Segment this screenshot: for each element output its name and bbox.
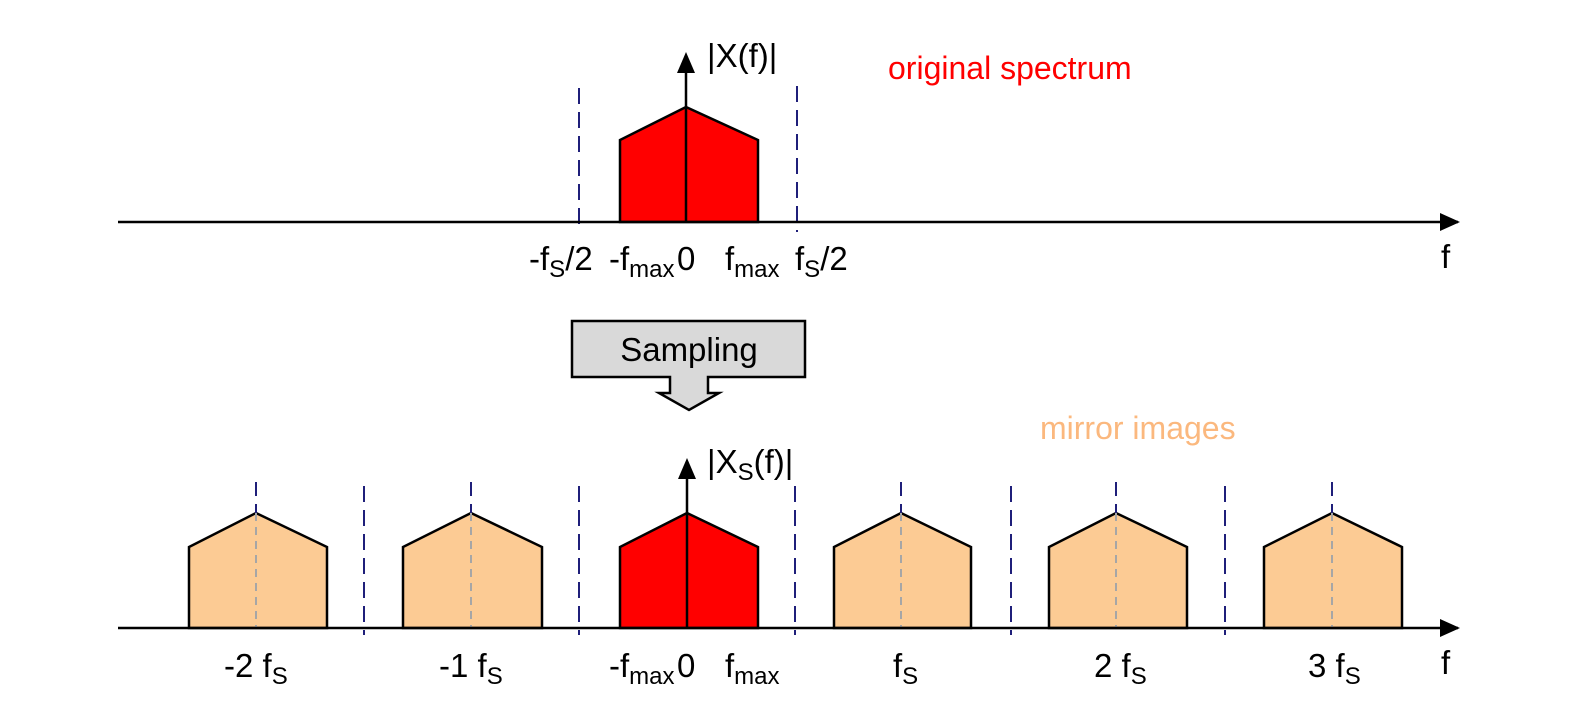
tick-neg-fmax-bottom: -fmax — [609, 647, 675, 690]
bottom-y-axis-label: |XS(f)| — [707, 443, 793, 486]
mirror-image-p2 — [1047, 511, 1189, 630]
bottom-y-axis-arrowhead — [678, 458, 696, 479]
top-x-axis-label: f — [1441, 238, 1451, 275]
top-y-axis-arrowhead — [677, 52, 695, 73]
tick-m1-fs: -1 fS — [439, 647, 503, 690]
tick-zero-bottom: 0 — [677, 647, 695, 684]
top-x-axis-arrowhead — [1440, 213, 1460, 231]
sampling-arrow-shape — [570, 319, 807, 412]
tick-p2-fs: 2 fS — [1094, 647, 1147, 690]
top-y-axis-label: |X(f)| — [707, 37, 777, 74]
tick-pos-half-fs: fS/2 — [795, 240, 848, 283]
tick-p1-fs: fS — [893, 647, 918, 690]
tick-m2-fs: -2 fS — [224, 647, 288, 690]
tick-p3-fs: 3 fS — [1308, 647, 1361, 690]
tick-zero-top: 0 — [677, 240, 695, 277]
sampling-arrow: Sampling — [570, 319, 807, 412]
top-panel: |X(f)| original spectrum f -fS/2 -fmax 0… — [118, 37, 1460, 283]
mirror-images-annotation: mirror images — [1040, 410, 1236, 446]
mirror-image-p1 — [832, 511, 973, 630]
original-spectrum-annotation: original spectrum — [888, 50, 1132, 86]
sampling-label: Sampling — [620, 331, 758, 368]
mirror-image-m1 — [401, 511, 544, 630]
bottom-nyquist-lines — [363, 486, 1226, 635]
original-spectrum-shape — [618, 105, 760, 224]
bottom-panel: |XS(f)| mirror images f -2 fS -1 fS -fma… — [118, 410, 1460, 690]
bottom-x-axis-arrowhead — [1440, 619, 1460, 637]
tick-neg-half-fs: -fS/2 — [529, 240, 593, 283]
original-spectrum-bottom — [618, 511, 760, 630]
mirror-image-m2 — [187, 511, 329, 630]
bottom-x-axis-label: f — [1441, 644, 1451, 681]
tick-fmax-bottom: fmax — [725, 647, 780, 690]
tick-neg-fmax-top: -fmax — [609, 240, 675, 283]
tick-fmax-top: fmax — [725, 240, 780, 283]
